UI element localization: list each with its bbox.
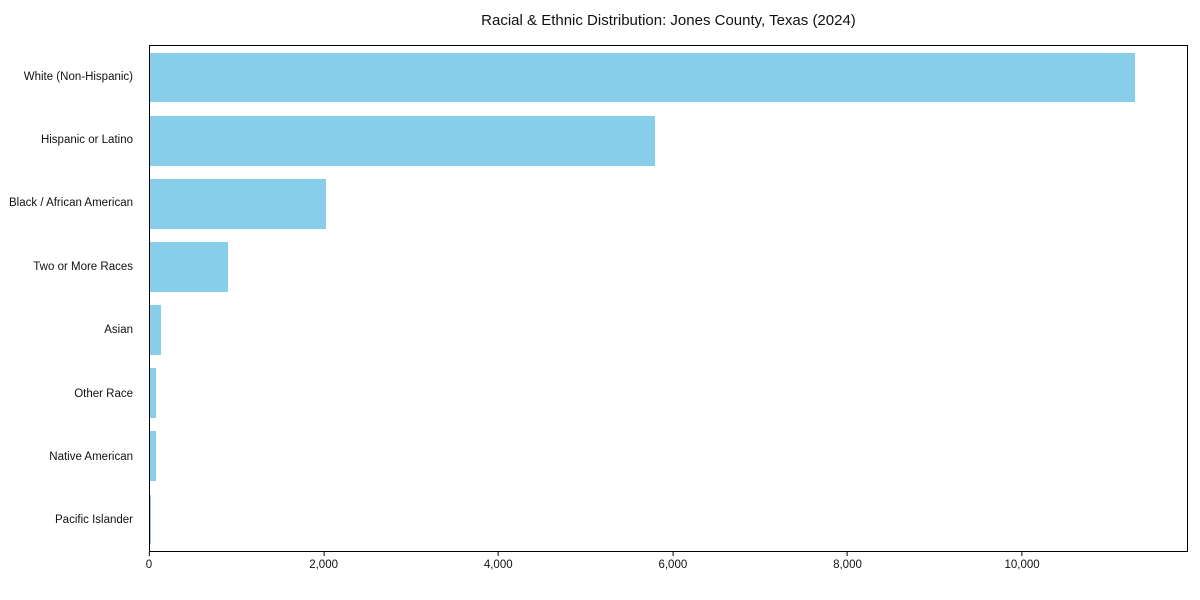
x-tick: 0 bbox=[146, 552, 152, 571]
x-tick: 10,000 bbox=[1005, 552, 1040, 571]
bar-row bbox=[150, 299, 1187, 362]
bar-row bbox=[150, 362, 1187, 425]
x-tick-label: 6,000 bbox=[658, 559, 688, 571]
bar-row bbox=[150, 172, 1187, 235]
bar-row bbox=[150, 46, 1187, 109]
x-tick-mark bbox=[672, 552, 674, 556]
y-axis-label: Two or More Races bbox=[33, 260, 133, 273]
bar bbox=[150, 305, 162, 355]
chart-title: Racial & Ethnic Distribution: Jones Coun… bbox=[481, 12, 856, 29]
bar-row bbox=[150, 425, 1187, 488]
x-tick-label: 8,000 bbox=[833, 559, 862, 571]
bar bbox=[150, 178, 327, 229]
y-axis-label: Black / African American bbox=[9, 197, 133, 210]
x-tick-label: 0 bbox=[145, 559, 153, 571]
y-axis-label: Other Race bbox=[74, 387, 133, 400]
x-tick-label: 10,000 bbox=[1004, 559, 1040, 571]
x-tick-mark bbox=[148, 552, 150, 556]
x-tick-mark bbox=[323, 552, 325, 556]
x-tick-mark bbox=[497, 552, 499, 556]
bar bbox=[150, 242, 229, 292]
y-axis-label: White (Non-Hispanic) bbox=[23, 70, 133, 83]
bar-row bbox=[150, 488, 1187, 551]
y-axis-label: Hispanic or Latino bbox=[40, 134, 133, 147]
x-tick: 4,000 bbox=[484, 552, 513, 571]
x-axis: 0 2,000 4,000 6,000 8,000 10,000 bbox=[146, 552, 1188, 586]
bar-row bbox=[150, 109, 1187, 172]
x-tick-label: 4,000 bbox=[483, 559, 513, 571]
bar bbox=[150, 368, 157, 419]
x-tick-mark bbox=[1021, 552, 1023, 556]
y-axis-labels: White (Non-Hispanic) Hispanic or Latino Bl… bbox=[0, 45, 142, 552]
x-tick-mark bbox=[846, 552, 848, 556]
x-tick: 6,000 bbox=[658, 552, 687, 571]
y-axis-label: Native American bbox=[49, 450, 133, 463]
bar-row bbox=[150, 235, 1187, 298]
plot-area bbox=[149, 45, 1188, 552]
y-axis-label: Asian bbox=[104, 324, 133, 337]
bar bbox=[150, 431, 157, 482]
bar bbox=[150, 115, 656, 166]
bar bbox=[150, 52, 1135, 103]
x-tick: 2,000 bbox=[309, 552, 338, 571]
x-tick-label: 2,000 bbox=[309, 559, 338, 571]
x-tick: 8,000 bbox=[833, 552, 862, 571]
y-axis-label: Pacific Islander bbox=[55, 514, 133, 527]
